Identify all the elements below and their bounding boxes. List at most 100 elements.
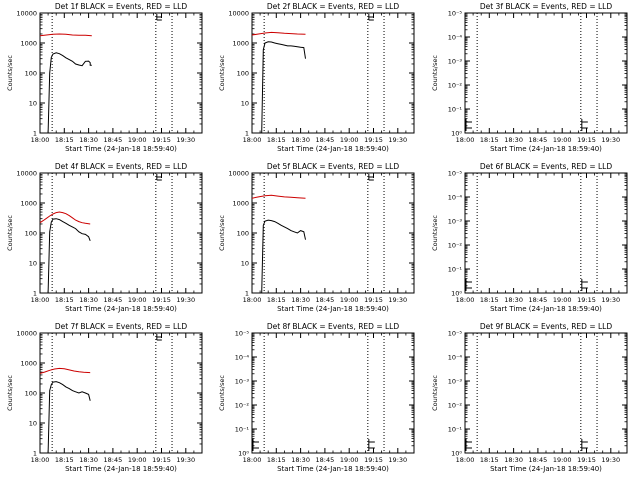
series-line-lld (39, 367, 91, 374)
x-axis-label: Start Time (24-Jan-18 18:59:40) (490, 305, 602, 313)
y-tick-label: 1 (33, 450, 37, 458)
y-tick-label: 1000 (20, 360, 37, 368)
x-tick-label: 18:30 (291, 296, 310, 304)
x-tick-label: 19:30 (176, 456, 195, 464)
panel-title: Det 3f BLACK = Events, RED = LLD (480, 2, 613, 11)
y-tick-label: 10 (29, 100, 37, 108)
x-tick-label: 18:45 (529, 296, 548, 304)
plot-frame (251, 332, 415, 454)
x-tick-label: 18:45 (104, 296, 123, 304)
panel-title: Det 5f BLACK = Events, RED = LLD (267, 162, 400, 171)
x-tick-label: 19:30 (601, 296, 620, 304)
x-tick-label: 18:45 (529, 456, 548, 464)
y-tick-label: 10⁰ (238, 450, 249, 458)
panel-title: Det 2f BLACK = Events, RED = LLD (267, 2, 400, 11)
x-tick-label: 18:15 (267, 136, 286, 144)
x-tick-label: 18:45 (316, 456, 335, 464)
x-tick-label: 19:30 (176, 296, 195, 304)
panel-title: Det 6f BLACK = Events, RED = LLD (480, 162, 613, 171)
panel-det-7: Det 7f BLACK = Events, RED = LLD 1 10 100 10… (6, 322, 203, 473)
x-tick-label: 19:00 (340, 456, 359, 464)
panel-det-8: Det 8f BLACK = Events, RED = LLD 10⁰ 10⁻¹ 1… (218, 322, 415, 473)
y-tick-label: 10000 (16, 330, 37, 338)
x-axis-label: Start Time (24-Jan-18 18:59:40) (65, 465, 177, 473)
x-tick-label: 18:15 (480, 456, 499, 464)
x-tick-label: 18:15 (55, 456, 74, 464)
plot-frame (464, 12, 628, 134)
y-axis-label: Counts/sec (431, 375, 439, 411)
x-tick-label: 19:15 (364, 136, 383, 144)
x-tick-label: 19:30 (601, 136, 620, 144)
series-line-lld (251, 31, 306, 36)
y-tick-label: 10⁰ (451, 290, 462, 298)
y-tick-label: 100 (237, 70, 249, 78)
y-tick-label: 100 (25, 70, 37, 78)
x-tick-label: 19:15 (577, 456, 596, 464)
x-tick-label: 18:30 (504, 456, 523, 464)
x-tick-label: 18:00 (243, 296, 262, 304)
x-tick-label: 19:15 (152, 296, 171, 304)
y-tick-label: 10⁻⁴ (235, 354, 250, 362)
series-line-lld (251, 194, 306, 199)
y-tick-label: 10⁰ (451, 450, 462, 458)
y-tick-label: 10 (29, 420, 37, 428)
x-tick-label: 19:00 (128, 456, 147, 464)
x-tick-label: 19:30 (388, 456, 407, 464)
x-tick-label: 18:30 (504, 136, 523, 144)
y-axis-label: Counts/sec (6, 375, 14, 411)
x-tick-label: 18:00 (243, 456, 262, 464)
y-tick-label: 10⁻¹ (235, 426, 250, 434)
panel-title: Det 7f BLACK = Events, RED = LLD (55, 322, 188, 331)
bracket-marker (581, 119, 588, 131)
series-line-events (261, 41, 306, 134)
x-tick-label: 19:00 (340, 296, 359, 304)
x-tick-label: 18:15 (480, 136, 499, 144)
panel-det-5: Det 5f BLACK = Events, RED = LLD 1 10 100 10… (218, 162, 415, 313)
y-tick-label: 10⁰ (451, 130, 462, 138)
bracket-marker (368, 439, 375, 451)
panel-det-9: Det 9f BLACK = Events, RED = LLD 10⁰ 10⁻¹ 1… (431, 322, 628, 473)
x-tick-label: 18:00 (31, 456, 50, 464)
x-tick-label: 18:30 (79, 456, 98, 464)
plot-frame (251, 12, 415, 134)
y-tick-label: 1000 (20, 40, 37, 48)
panel-title: Det 1f BLACK = Events, RED = LLD (55, 2, 188, 11)
bracket-marker (156, 14, 162, 21)
bracket-marker (252, 439, 259, 451)
x-tick-label: 18:15 (267, 456, 286, 464)
y-axis-label: Counts/sec (431, 55, 439, 91)
x-tick-label: 18:15 (480, 296, 499, 304)
y-tick-label: 10⁻² (448, 242, 463, 250)
x-tick-label: 18:30 (291, 136, 310, 144)
y-tick-label: 1 (245, 130, 249, 138)
y-tick-label: 10⁻⁵ (235, 330, 250, 338)
y-axis-label: Counts/sec (431, 215, 439, 251)
y-tick-label: 1000 (232, 200, 249, 208)
y-tick-label: 10000 (228, 170, 249, 178)
y-tick-label: 10 (241, 100, 249, 108)
x-tick-label: 19:15 (152, 136, 171, 144)
y-tick-label: 10⁻⁵ (448, 10, 463, 18)
bracket-marker (156, 174, 162, 181)
x-tick-label: 18:30 (79, 136, 98, 144)
x-tick-label: 19:00 (553, 456, 572, 464)
x-tick-label: 19:30 (388, 136, 407, 144)
plot-frame (251, 172, 415, 294)
x-tick-label: 19:00 (340, 136, 359, 144)
x-tick-label: 18:00 (456, 296, 475, 304)
y-tick-label: 10000 (16, 10, 37, 18)
y-tick-label: 10⁻³ (448, 378, 463, 386)
x-tick-label: 19:30 (601, 456, 620, 464)
y-tick-label: 10⁻² (448, 402, 463, 410)
x-tick-label: 18:15 (55, 296, 74, 304)
panel-title: Det 8f BLACK = Events, RED = LLD (267, 322, 400, 331)
y-tick-label: 10⁻² (235, 402, 250, 410)
x-tick-label: 18:00 (31, 296, 50, 304)
y-tick-label: 10 (241, 260, 249, 268)
x-tick-label: 18:45 (316, 136, 335, 144)
series-line-events (47, 52, 92, 134)
y-tick-label: 10⁻⁴ (448, 194, 463, 202)
y-tick-label: 1000 (20, 200, 37, 208)
plot-frame (39, 12, 203, 134)
y-axis-label: Counts/sec (218, 215, 226, 251)
